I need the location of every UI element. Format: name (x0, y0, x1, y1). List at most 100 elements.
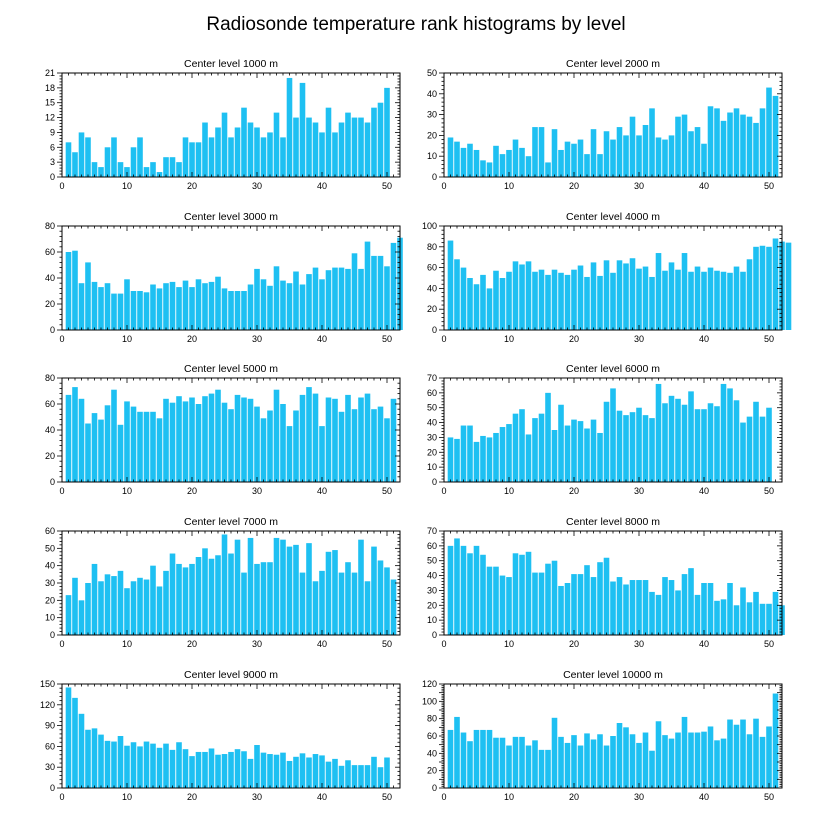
histogram-bar (247, 537, 254, 635)
histogram-bar (234, 539, 241, 635)
histogram-panel: Center level 6000 m 0 10 20 30 40 50 0 10 20 30 40 5… (427, 363, 783, 496)
histogram-bar (467, 553, 473, 635)
histogram-bar (143, 167, 150, 177)
y-tick-label: 0 (432, 783, 437, 793)
histogram-bar (182, 280, 189, 330)
x-tick-label: 20 (569, 639, 579, 649)
histogram-bar (447, 137, 454, 177)
histogram-bar (772, 591, 779, 635)
histogram-bar (208, 558, 215, 635)
histogram-bar (208, 748, 215, 788)
histogram-bar (733, 724, 740, 788)
y-tick-label: 60 (427, 263, 437, 273)
x-tick-label: 0 (59, 639, 64, 649)
histogram-bar (169, 281, 176, 330)
y-tick-label: 120 (40, 700, 55, 710)
histogram-bar (260, 137, 267, 177)
histogram-panel: Center level 1000 m 0 10 20 30 40 50 0 3 6 9 12 15 18… (45, 58, 401, 191)
histogram-bar (629, 580, 636, 635)
histogram-bar (655, 137, 662, 177)
histogram-bar (234, 749, 241, 788)
histogram-bar (636, 407, 642, 482)
histogram-bar (467, 278, 473, 330)
histogram-bar (655, 383, 662, 482)
histogram-bar (551, 430, 558, 482)
histogram-bar (286, 546, 293, 635)
histogram-bar (241, 751, 247, 788)
x-tick-label: 0 (441, 792, 446, 802)
histogram-bar (454, 141, 460, 177)
histogram-bar (538, 269, 545, 330)
histogram-bar (312, 581, 319, 635)
histogram-bar (525, 156, 532, 177)
y-tick-label: 0 (432, 477, 437, 487)
histogram-bar (65, 394, 72, 482)
x-tick-label: 50 (382, 792, 392, 802)
y-tick-label: 40 (45, 425, 55, 435)
histogram-bar (480, 435, 486, 482)
histogram-bar (447, 240, 454, 330)
histogram-bar (454, 438, 460, 482)
histogram-bar (493, 566, 499, 635)
y-tick-label: 30 (427, 110, 437, 120)
histogram-bar (332, 758, 338, 788)
histogram-bar (564, 742, 571, 788)
histogram-bar (319, 132, 325, 177)
histogram-bar (545, 392, 551, 482)
histogram-bar (221, 754, 228, 788)
histogram-bar (493, 432, 499, 482)
histogram-bar (384, 266, 390, 330)
histogram-bar (286, 77, 293, 177)
histogram-bar (351, 253, 358, 330)
histogram-bar (493, 145, 499, 177)
histogram-bar (273, 389, 280, 482)
panel-title: Center level 3000 m (184, 211, 278, 223)
histogram-bar (558, 736, 564, 788)
histogram-bar (753, 122, 759, 177)
histogram-bar (733, 605, 740, 635)
x-tick-label: 20 (187, 639, 197, 649)
histogram-bar (564, 425, 571, 482)
histogram-bar (72, 250, 78, 330)
histogram-bar (759, 736, 766, 788)
y-tick-label: 0 (50, 172, 55, 182)
histogram-bar (130, 742, 137, 788)
histogram-bar (241, 291, 247, 330)
histogram-bar (358, 539, 364, 635)
histogram-bar (143, 411, 150, 482)
y-tick-label: 80 (45, 373, 55, 383)
histogram-bar (714, 740, 720, 788)
histogram-bar (182, 567, 189, 635)
histogram-bar (85, 583, 91, 635)
histogram-bar (714, 406, 720, 482)
histogram-bar (176, 287, 182, 330)
x-tick-label: 10 (122, 639, 132, 649)
histogram-bar (98, 734, 104, 788)
histogram-bar (91, 728, 98, 788)
histogram-bar (228, 291, 234, 330)
histogram-bar (519, 147, 525, 177)
y-tick-label: 0 (50, 325, 55, 335)
histogram-bar (519, 736, 525, 788)
histogram-bar (150, 411, 156, 482)
histogram-bar (577, 265, 584, 330)
histogram-bar (701, 271, 707, 330)
y-tick-label: 20 (45, 595, 55, 605)
histogram-bar (163, 743, 169, 788)
histogram-bar (364, 393, 371, 482)
x-tick-label: 40 (317, 792, 327, 802)
histogram-bar (454, 716, 460, 788)
histogram-bar (319, 426, 325, 482)
histogram-bar (564, 274, 571, 330)
histogram-bar (195, 557, 202, 635)
histogram-bar (202, 396, 208, 482)
histogram-bar (506, 271, 512, 330)
histogram-bar (473, 149, 480, 177)
histogram-bar (688, 131, 694, 177)
histogram-bar (98, 167, 104, 177)
histogram-bar (460, 732, 467, 788)
histogram-bar (215, 276, 221, 330)
histogram-bar (480, 160, 486, 177)
x-tick-label: 50 (764, 639, 774, 649)
panel-title: Center level 6000 m (566, 363, 660, 375)
